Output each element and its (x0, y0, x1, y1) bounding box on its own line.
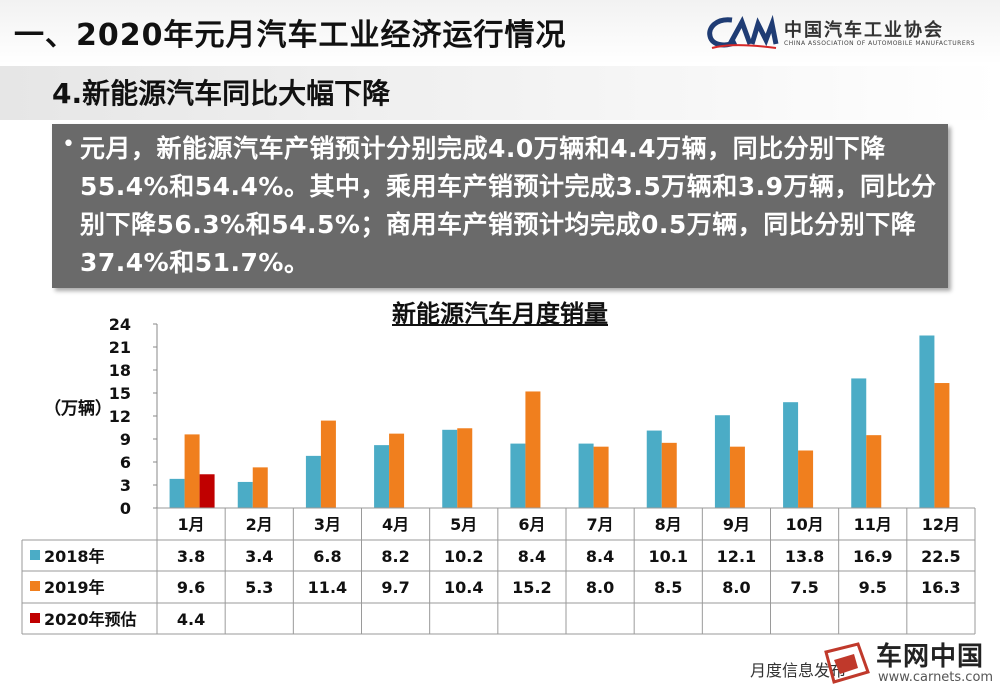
y-tick-label: 21 (109, 338, 131, 357)
bar-2019年-4月 (389, 433, 405, 508)
data-label: 13.8 (785, 547, 824, 566)
bar-2019年-12月 (934, 383, 950, 508)
category-label: 12月 (922, 515, 960, 534)
data-label: 3.8 (177, 547, 205, 566)
y-tick-label: 9 (120, 430, 131, 449)
data-label: 9.7 (381, 578, 409, 597)
legend-swatch-2018年 (30, 550, 40, 560)
y-tick-label: 0 (120, 499, 131, 518)
y-tick-label: 6 (120, 453, 131, 472)
category-label: 3月 (314, 515, 341, 534)
bar-2019年-10月 (798, 450, 814, 508)
category-label: 2月 (246, 515, 273, 534)
bar-2018年-12月 (919, 335, 935, 508)
category-label: 6月 (518, 515, 545, 534)
bar-2018年-4月 (374, 445, 390, 508)
category-label: 4月 (382, 515, 409, 534)
y-axis-unit-label: （万辆） (44, 399, 112, 419)
legend-label-2019年: 2019年 (44, 578, 105, 597)
data-label: 8.4 (518, 547, 546, 566)
bar-2020年预估-1月 (199, 474, 215, 508)
bar-2018年-1月 (169, 478, 185, 508)
category-label: 1月 (178, 515, 205, 534)
caam-logo: 中国汽车工业协会 CHINA ASSOCIATION OF AUTOMOBILE… (706, 14, 986, 52)
category-label: 7月 (587, 515, 614, 534)
data-label: 22.5 (921, 547, 960, 566)
bar-2019年-6月 (525, 391, 541, 508)
watermark-brand: 车网中国 (876, 642, 985, 672)
page-title: 一、2020年元月汽车工业经济运行情况 (14, 18, 567, 53)
section-title: 4.新能源汽车同比大幅下降 (52, 77, 391, 110)
bar-2018年-6月 (510, 443, 526, 508)
data-label: 3.4 (245, 547, 273, 566)
data-label: 8.0 (586, 578, 614, 597)
data-label: 16.3 (921, 578, 960, 597)
legend-label-2020年预估: 2020年预估 (44, 610, 137, 629)
data-label: 9.6 (177, 578, 205, 597)
bar-2018年-8月 (646, 430, 662, 508)
legend-swatch-2020年预估 (30, 613, 40, 623)
y-tick-label: 3 (120, 476, 131, 495)
summary-text: 元月，新能源汽车产销预计分别完成4.0万辆和4.4万辆，同比分别下降55.4%和… (80, 134, 937, 277)
data-label: 9.5 (859, 578, 887, 597)
data-label: 8.0 (722, 578, 750, 597)
data-label: 15.2 (512, 578, 551, 597)
bar-2019年-5月 (457, 428, 473, 508)
footer-text: 月度信息发布 (750, 661, 847, 680)
bar-2018年-7月 (578, 443, 594, 508)
bar-2019年-3月 (320, 420, 336, 508)
y-tick-label: 15 (109, 384, 131, 403)
bar-2018年-3月 (305, 455, 321, 508)
bar-2018年-5月 (442, 429, 458, 508)
data-label: 8.2 (381, 547, 409, 566)
bar-2018年-9月 (714, 415, 730, 508)
bar-2019年-8月 (661, 442, 677, 508)
data-label: 16.9 (853, 547, 892, 566)
bar-2018年-2月 (237, 481, 253, 508)
data-label: 8.5 (654, 578, 682, 597)
category-label: 5月 (450, 515, 477, 534)
section-band (0, 66, 1000, 120)
bar-2018年-11月 (851, 378, 867, 508)
data-label: 11.4 (308, 578, 347, 597)
watermark-logo-icon (824, 642, 870, 684)
y-tick-label: 12 (109, 407, 131, 426)
data-label: 6.8 (313, 547, 341, 566)
category-label: 10月 (785, 515, 823, 534)
bar-2019年-11月 (866, 435, 882, 508)
bar-2019年-1月 (184, 434, 200, 508)
data-label: 10.1 (649, 547, 688, 566)
watermark-url: www.carnets.com (878, 670, 994, 685)
data-label: 8.4 (586, 547, 614, 566)
caam-logo-mark-icon (707, 14, 779, 49)
logo-name-zh: 中国汽车工业协会 (784, 20, 944, 41)
data-label: 10.2 (444, 547, 483, 566)
data-label: 7.5 (790, 578, 818, 597)
summary-bullet: • (62, 132, 75, 157)
logo-name-en: CHINA ASSOCIATION OF AUTOMOBILE MANUFACT… (784, 40, 976, 47)
bar-2019年-9月 (729, 446, 745, 508)
bar-2019年-2月 (252, 467, 268, 508)
bar-2019年-7月 (593, 446, 609, 508)
header-band (0, 0, 1000, 64)
y-tick-label: 18 (109, 361, 131, 380)
bar-2018年-10月 (783, 402, 799, 508)
category-label: 9月 (723, 515, 750, 534)
data-label: 12.1 (717, 547, 756, 566)
data-label: 4.4 (177, 610, 205, 629)
data-label: 5.3 (245, 578, 273, 597)
watermark: 车网中国 www.carnets.com (818, 636, 1000, 692)
category-label: 8月 (655, 515, 682, 534)
legend-label-2018年: 2018年 (44, 547, 105, 566)
data-label: 10.4 (444, 578, 483, 597)
summary-box (52, 124, 948, 288)
legend-swatch-2019年 (30, 581, 40, 591)
category-label: 11月 (854, 515, 892, 534)
chart-title: 新能源汽车月度销量 (392, 300, 608, 328)
y-tick-label: 24 (109, 315, 131, 334)
